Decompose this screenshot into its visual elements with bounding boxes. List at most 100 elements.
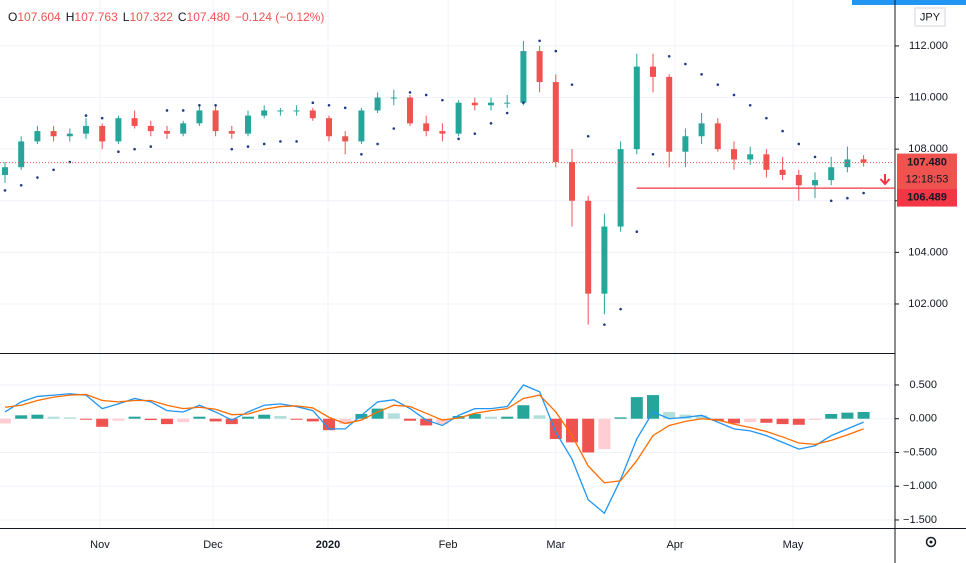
candle-body bbox=[277, 110, 284, 112]
sar-dot bbox=[603, 323, 606, 326]
histogram-bar bbox=[258, 414, 271, 419]
ohlc-label: H bbox=[66, 10, 75, 24]
histogram-bar bbox=[533, 415, 546, 419]
labels: Nov Dec 2020 Feb Mar Apr May 102.000 104.000 106.… bbox=[90, 40, 957, 551]
candle-body bbox=[390, 97, 397, 99]
y-tick-label: 108.000 bbox=[908, 143, 948, 155]
settings-icon[interactable] bbox=[925, 536, 937, 548]
sar-dot bbox=[84, 114, 88, 117]
y-tick-label: −1.500 bbox=[903, 514, 937, 526]
sar-dot bbox=[36, 176, 39, 179]
candle-body bbox=[844, 159, 851, 168]
sar-dot bbox=[392, 127, 396, 130]
histogram-bar bbox=[647, 395, 659, 419]
grid bbox=[0, 0, 895, 528]
macd-line bbox=[4, 384, 864, 515]
top-tab bbox=[852, 0, 966, 5]
candle-body bbox=[326, 118, 332, 137]
candle-body bbox=[504, 102, 511, 104]
candle-body bbox=[34, 131, 41, 142]
histogram-bar bbox=[323, 418, 335, 431]
candle-body bbox=[471, 102, 478, 106]
candle-body bbox=[180, 123, 187, 134]
histogram-bar bbox=[193, 416, 206, 419]
candle-body bbox=[666, 76, 673, 152]
candle-body bbox=[617, 149, 624, 227]
histogram-bar bbox=[63, 417, 76, 419]
histogram-bar bbox=[177, 418, 190, 423]
histogram-bar bbox=[371, 408, 384, 419]
histogram-bar bbox=[630, 397, 643, 419]
candle-body bbox=[763, 154, 770, 170]
last-price-label: 107.480 bbox=[907, 156, 947, 168]
histogram-bar bbox=[387, 413, 400, 419]
sar-dot bbox=[473, 132, 477, 135]
candle-body bbox=[245, 115, 251, 134]
candle-body bbox=[633, 66, 640, 150]
sar-dot bbox=[619, 307, 622, 311]
candle-body bbox=[115, 118, 122, 142]
histogram-bar bbox=[598, 418, 611, 450]
histogram-bar bbox=[339, 418, 352, 425]
histogram-bar bbox=[582, 418, 595, 453]
sar-dot bbox=[360, 153, 363, 156]
y-tick-label: −1.000 bbox=[903, 480, 937, 492]
sar-dot bbox=[441, 98, 444, 102]
sar-dot bbox=[765, 116, 768, 120]
sar-dot bbox=[635, 230, 639, 234]
sar-dot bbox=[181, 109, 185, 112]
candle-body bbox=[131, 118, 138, 126]
sar-dot bbox=[149, 145, 153, 148]
sar-dot bbox=[279, 140, 282, 143]
candle-body bbox=[358, 110, 365, 142]
y-tick-label: 0.500 bbox=[909, 379, 937, 391]
histogram-bar bbox=[290, 418, 303, 420]
candle-body bbox=[747, 154, 754, 160]
ohlc-value: 107.604 bbox=[17, 10, 61, 24]
level-box bbox=[897, 188, 957, 207]
last-price-box bbox=[897, 153, 957, 189]
marks bbox=[0, 39, 895, 515]
alert-arrow[interactable] bbox=[879, 174, 891, 186]
sar-dot bbox=[781, 129, 784, 133]
x-tick-label: 2020 bbox=[316, 539, 340, 551]
sar-dot bbox=[262, 142, 266, 146]
candle-body bbox=[2, 167, 8, 175]
candle-body bbox=[99, 125, 106, 142]
histogram-bar bbox=[274, 416, 287, 419]
sar-dot bbox=[570, 83, 574, 86]
histogram-bar bbox=[695, 415, 708, 419]
sar-dot bbox=[538, 39, 541, 43]
ohlc-header: O107.604 H107.763 L107.322 C107.480 −0.124 (… bbox=[8, 10, 324, 24]
sar-dot bbox=[198, 103, 201, 107]
histogram-bar bbox=[15, 415, 28, 419]
histogram-bar bbox=[614, 417, 627, 419]
sar-dot bbox=[343, 106, 347, 110]
x-tick-label: Mar bbox=[546, 539, 565, 551]
sar-dot bbox=[100, 116, 104, 120]
y-tick-label: 0.000 bbox=[909, 413, 937, 425]
candle-body bbox=[520, 51, 527, 103]
sar-dot bbox=[813, 155, 817, 159]
histogram-bar bbox=[501, 416, 514, 419]
sar-dot bbox=[311, 101, 315, 105]
candle-body bbox=[601, 226, 608, 294]
sar-dot bbox=[246, 145, 250, 148]
candle-body bbox=[779, 169, 786, 175]
sar-dot bbox=[376, 142, 379, 146]
candle-body bbox=[407, 97, 413, 124]
histogram-bar bbox=[760, 418, 773, 423]
currency-box[interactable] bbox=[914, 7, 946, 27]
histogram-bar bbox=[209, 418, 222, 422]
signal-line bbox=[4, 393, 864, 484]
candle-body bbox=[569, 162, 575, 201]
sar-dot bbox=[862, 191, 865, 195]
candle-body bbox=[828, 167, 835, 181]
candle-body bbox=[488, 102, 494, 106]
candle-body bbox=[261, 110, 268, 116]
histogram-bar bbox=[792, 418, 805, 425]
sar-dot bbox=[408, 91, 412, 94]
histogram-bar bbox=[404, 418, 416, 421]
candle-body bbox=[164, 131, 170, 134]
